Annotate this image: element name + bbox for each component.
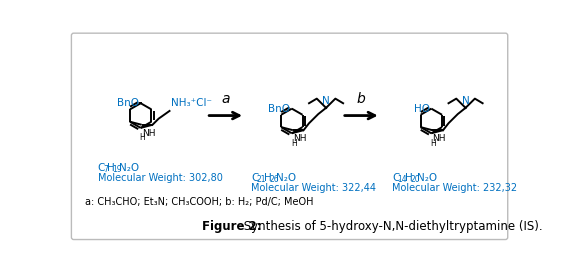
- Text: 14: 14: [398, 175, 407, 184]
- Text: b: b: [357, 92, 366, 106]
- Text: NH₃⁺Cl⁻: NH₃⁺Cl⁻: [171, 98, 212, 108]
- Text: H: H: [291, 139, 297, 148]
- FancyBboxPatch shape: [71, 33, 508, 239]
- Text: H: H: [264, 173, 271, 183]
- Text: H: H: [107, 163, 115, 173]
- Text: C: C: [392, 173, 399, 183]
- Text: BnO: BnO: [117, 98, 139, 108]
- Text: N₂O: N₂O: [276, 173, 296, 183]
- Text: 21: 21: [257, 175, 266, 184]
- Text: NH: NH: [142, 129, 156, 138]
- Text: C: C: [98, 163, 105, 173]
- Text: C: C: [251, 173, 259, 183]
- Text: NH: NH: [432, 134, 446, 143]
- Text: Molecular Weight: 232,32: Molecular Weight: 232,32: [392, 183, 518, 193]
- Text: Molecular Weight: 302,80: Molecular Weight: 302,80: [98, 173, 223, 183]
- Text: N₂O: N₂O: [119, 163, 140, 173]
- Text: Synthesis of 5-hydroxy-N,N-diethyltryptamine (IS).: Synthesis of 5-hydroxy-N,N-diethyltrypta…: [240, 220, 542, 233]
- Text: Figure 2:: Figure 2:: [202, 220, 262, 233]
- Text: H: H: [431, 139, 436, 148]
- Text: HO: HO: [414, 104, 430, 114]
- Text: N: N: [322, 96, 330, 106]
- Text: NH: NH: [293, 134, 306, 143]
- Text: 20: 20: [410, 175, 420, 184]
- Text: a: CH₃CHO; Et₃N; CH₃COOH; b: H₂; Pd/C; MeOH: a: CH₃CHO; Et₃N; CH₃COOH; b: H₂; Pd/C; M…: [85, 197, 313, 207]
- Text: 26: 26: [269, 175, 279, 184]
- Text: BnO: BnO: [268, 104, 290, 114]
- Text: Molecular Weight: 322,44: Molecular Weight: 322,44: [251, 183, 376, 193]
- Text: N: N: [462, 96, 470, 106]
- Text: H: H: [140, 133, 145, 142]
- Text: H: H: [405, 173, 412, 183]
- Text: 7: 7: [103, 165, 108, 174]
- Text: N₂O: N₂O: [417, 173, 437, 183]
- Text: 19: 19: [112, 165, 122, 174]
- Text: a: a: [221, 92, 230, 106]
